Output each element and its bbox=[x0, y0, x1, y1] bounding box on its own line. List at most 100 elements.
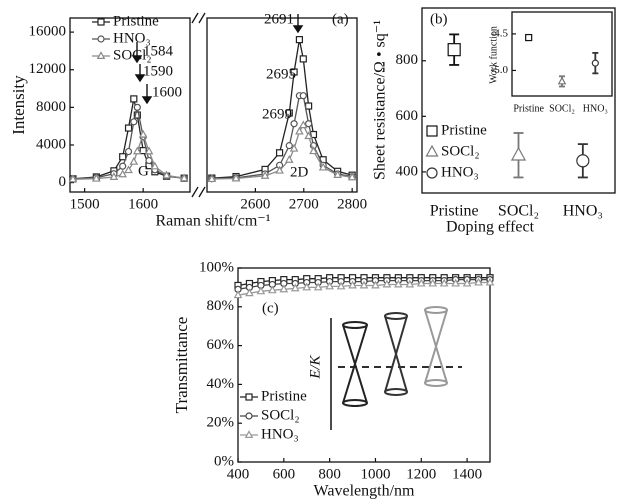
plot-frame bbox=[206, 17, 358, 193]
legend-label: HNO₃ bbox=[261, 426, 299, 442]
data-point bbox=[298, 120, 308, 129]
y-tick-label: 800 bbox=[396, 52, 419, 68]
data-point bbox=[245, 288, 254, 297]
x-tick-label: 600 bbox=[273, 466, 296, 482]
data-point bbox=[510, 146, 527, 161]
data-point bbox=[129, 156, 139, 165]
data-point bbox=[359, 280, 369, 289]
data-point bbox=[290, 283, 300, 292]
data-point bbox=[233, 290, 243, 299]
data-point bbox=[290, 68, 298, 76]
data-point bbox=[318, 162, 328, 171]
data-point bbox=[275, 149, 284, 157]
annotation: G bbox=[138, 163, 149, 179]
y-tick-label: 12000 bbox=[29, 61, 67, 77]
data-point bbox=[295, 36, 304, 44]
data-point bbox=[295, 126, 304, 135]
legend-marker bbox=[244, 430, 254, 438]
legend-marker bbox=[426, 125, 438, 137]
data-point bbox=[336, 281, 346, 290]
legend-label: SOCl₂ bbox=[261, 407, 300, 423]
legend-label: HNO₃ bbox=[113, 30, 151, 46]
data-point bbox=[474, 277, 483, 286]
annotation: 2695 bbox=[266, 66, 296, 82]
data-point bbox=[285, 109, 293, 117]
x-tick-label: SOCl₂ bbox=[549, 103, 575, 114]
plot-frame bbox=[69, 17, 191, 193]
x-tick-label: 2700 bbox=[289, 196, 319, 212]
data-point bbox=[462, 278, 472, 287]
plot-frame bbox=[511, 11, 613, 97]
legend-label: SOCl₂ bbox=[441, 143, 480, 159]
data-point bbox=[382, 279, 392, 288]
data-point bbox=[348, 280, 357, 289]
legend-marker bbox=[96, 51, 106, 60]
data-point bbox=[130, 95, 138, 103]
data-point bbox=[313, 282, 323, 291]
annotation: 1590 bbox=[143, 63, 173, 79]
x-tick-label: HNO₃ bbox=[563, 203, 603, 220]
data-point bbox=[109, 172, 119, 180]
annotation: (b) bbox=[430, 11, 448, 27]
annotation: 2699 bbox=[262, 106, 292, 122]
x-tick-label: Pristine bbox=[513, 103, 544, 114]
x-axis-label: Raman shift/cm⁻¹ bbox=[156, 213, 271, 230]
data-point bbox=[92, 173, 101, 182]
legend-label: HNO₃ bbox=[441, 164, 479, 180]
data-point bbox=[139, 147, 147, 155]
y-tick-label: 0% bbox=[214, 453, 234, 469]
y-tick-label: 40% bbox=[207, 376, 235, 392]
data-point bbox=[133, 103, 141, 111]
data-point bbox=[162, 170, 171, 179]
data-point bbox=[371, 280, 380, 289]
x-tick-label: 1200 bbox=[406, 466, 436, 482]
data-point bbox=[305, 120, 313, 128]
legend-marker bbox=[245, 393, 253, 401]
y-tick-label: 16000 bbox=[29, 24, 67, 40]
legend-marker bbox=[245, 412, 253, 420]
data-point bbox=[231, 173, 241, 182]
legend-label: Pristine bbox=[441, 122, 487, 138]
data-point bbox=[309, 146, 318, 155]
y-tick-label: 100% bbox=[199, 259, 234, 275]
annotation: 1584 bbox=[143, 43, 174, 59]
data-point bbox=[207, 174, 217, 183]
annotation: (c) bbox=[262, 300, 279, 316]
data-point bbox=[576, 154, 590, 168]
annotation: 2D bbox=[290, 164, 309, 180]
axis-break bbox=[191, 12, 206, 198]
legend-marker bbox=[425, 144, 439, 157]
data-point bbox=[124, 165, 133, 174]
data-point bbox=[124, 147, 133, 156]
data-point bbox=[394, 279, 403, 288]
data-point bbox=[284, 154, 294, 163]
y-tick-label: 8000 bbox=[36, 99, 66, 115]
data-point bbox=[439, 278, 449, 287]
data-point bbox=[133, 146, 142, 155]
x-axis-label: Doping effect bbox=[446, 219, 535, 236]
data-point bbox=[138, 129, 148, 138]
data-point bbox=[299, 55, 307, 63]
data-point bbox=[133, 111, 141, 119]
data-point bbox=[179, 173, 189, 182]
data-point bbox=[124, 124, 133, 132]
data-point bbox=[557, 76, 567, 85]
data-point bbox=[290, 120, 298, 128]
legend-marker bbox=[97, 18, 105, 26]
x-tick-label: 2600 bbox=[240, 196, 270, 212]
data-point bbox=[525, 33, 533, 42]
x-tick-label: Pristine bbox=[430, 203, 479, 220]
x-tick-label: 1500 bbox=[70, 196, 100, 212]
x-tick-label: 1600 bbox=[128, 196, 158, 212]
plot-frame bbox=[237, 267, 491, 463]
data-point bbox=[302, 282, 312, 291]
legend-label: SOCl₂ bbox=[113, 47, 152, 63]
y-axis-label: Sheet resistance/Ω • sq⁻¹ bbox=[372, 20, 389, 180]
data-point bbox=[347, 172, 357, 181]
y-tick-label: 20% bbox=[207, 415, 235, 431]
data-point bbox=[260, 170, 270, 179]
y-tick-label: 400 bbox=[396, 163, 419, 179]
legend-label: Pristine bbox=[113, 13, 159, 29]
